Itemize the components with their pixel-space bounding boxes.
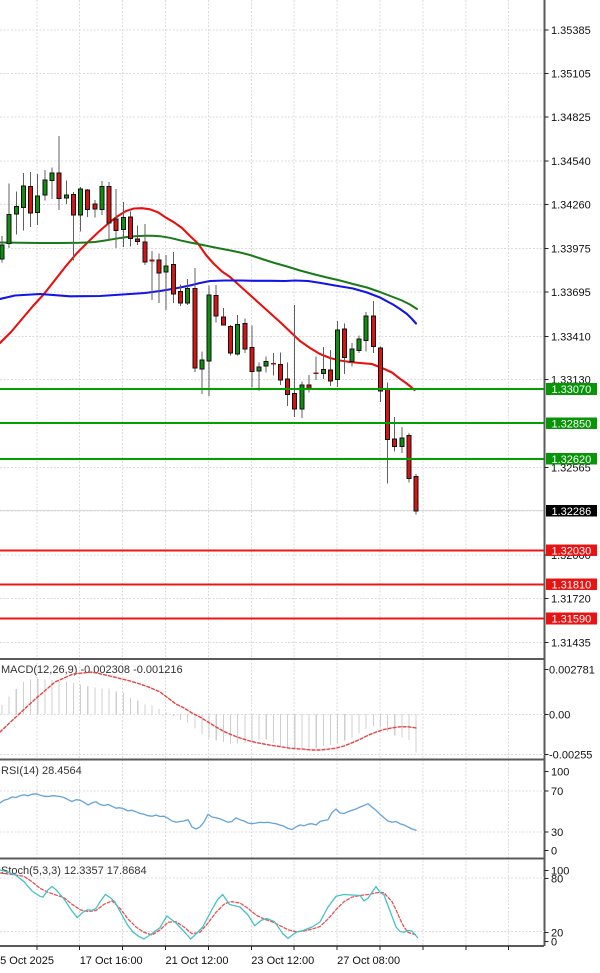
svg-text:0.00: 0.00: [549, 710, 570, 722]
svg-text:100: 100: [551, 767, 569, 779]
svg-text:15 Oct 2025: 15 Oct 2025: [0, 955, 54, 967]
svg-text:1.32030: 1.32030: [552, 546, 592, 558]
svg-text:1.34540: 1.34540: [551, 156, 591, 168]
svg-text:100: 100: [551, 866, 569, 878]
svg-text:-0.00255: -0.00255: [549, 750, 592, 762]
svg-text:1.31810: 1.31810: [552, 580, 592, 592]
svg-text:20: 20: [551, 928, 563, 940]
svg-text:0: 0: [551, 937, 557, 949]
svg-text:1.31720: 1.31720: [551, 593, 591, 605]
svg-text:Stoch(5,3,3) 12.3357 17.8684: Stoch(5,3,3) 12.3357 17.8684: [1, 865, 147, 877]
svg-text:RSI(14) 28.4564: RSI(14) 28.4564: [1, 765, 82, 777]
svg-text:1.33975: 1.33975: [551, 244, 591, 256]
svg-text:17 Oct 16:00: 17 Oct 16:00: [80, 955, 143, 967]
svg-text:0: 0: [551, 846, 557, 858]
svg-text:21 Oct 12:00: 21 Oct 12:00: [166, 955, 229, 967]
svg-text:80: 80: [551, 874, 563, 886]
svg-text:1.31435: 1.31435: [551, 638, 591, 650]
svg-text:1.33695: 1.33695: [551, 287, 591, 299]
svg-text:1.34260: 1.34260: [551, 200, 591, 212]
svg-text:1.33070: 1.33070: [552, 384, 592, 396]
svg-text:MACD(12,26,9) -0.002308 -0.001: MACD(12,26,9) -0.002308 -0.001216: [1, 664, 183, 676]
svg-text:1.32620: 1.32620: [552, 454, 592, 466]
svg-text:23 Oct 12:00: 23 Oct 12:00: [251, 955, 314, 967]
svg-text:1.32565: 1.32565: [551, 462, 591, 474]
svg-text:70: 70: [551, 786, 563, 798]
svg-text:30: 30: [551, 827, 563, 839]
svg-text:1.34825: 1.34825: [551, 112, 591, 124]
svg-text:27 Oct 08:00: 27 Oct 08:00: [337, 955, 400, 967]
svg-text:1.32286: 1.32286: [552, 506, 592, 518]
svg-text:0.002781: 0.002781: [549, 665, 595, 677]
svg-text:1.35105: 1.35105: [551, 69, 591, 81]
svg-text:1.35385: 1.35385: [551, 25, 591, 37]
svg-text:1.32850: 1.32850: [552, 418, 592, 430]
svg-text:1.31590: 1.31590: [552, 614, 592, 626]
svg-text:1.33410: 1.33410: [551, 331, 591, 343]
